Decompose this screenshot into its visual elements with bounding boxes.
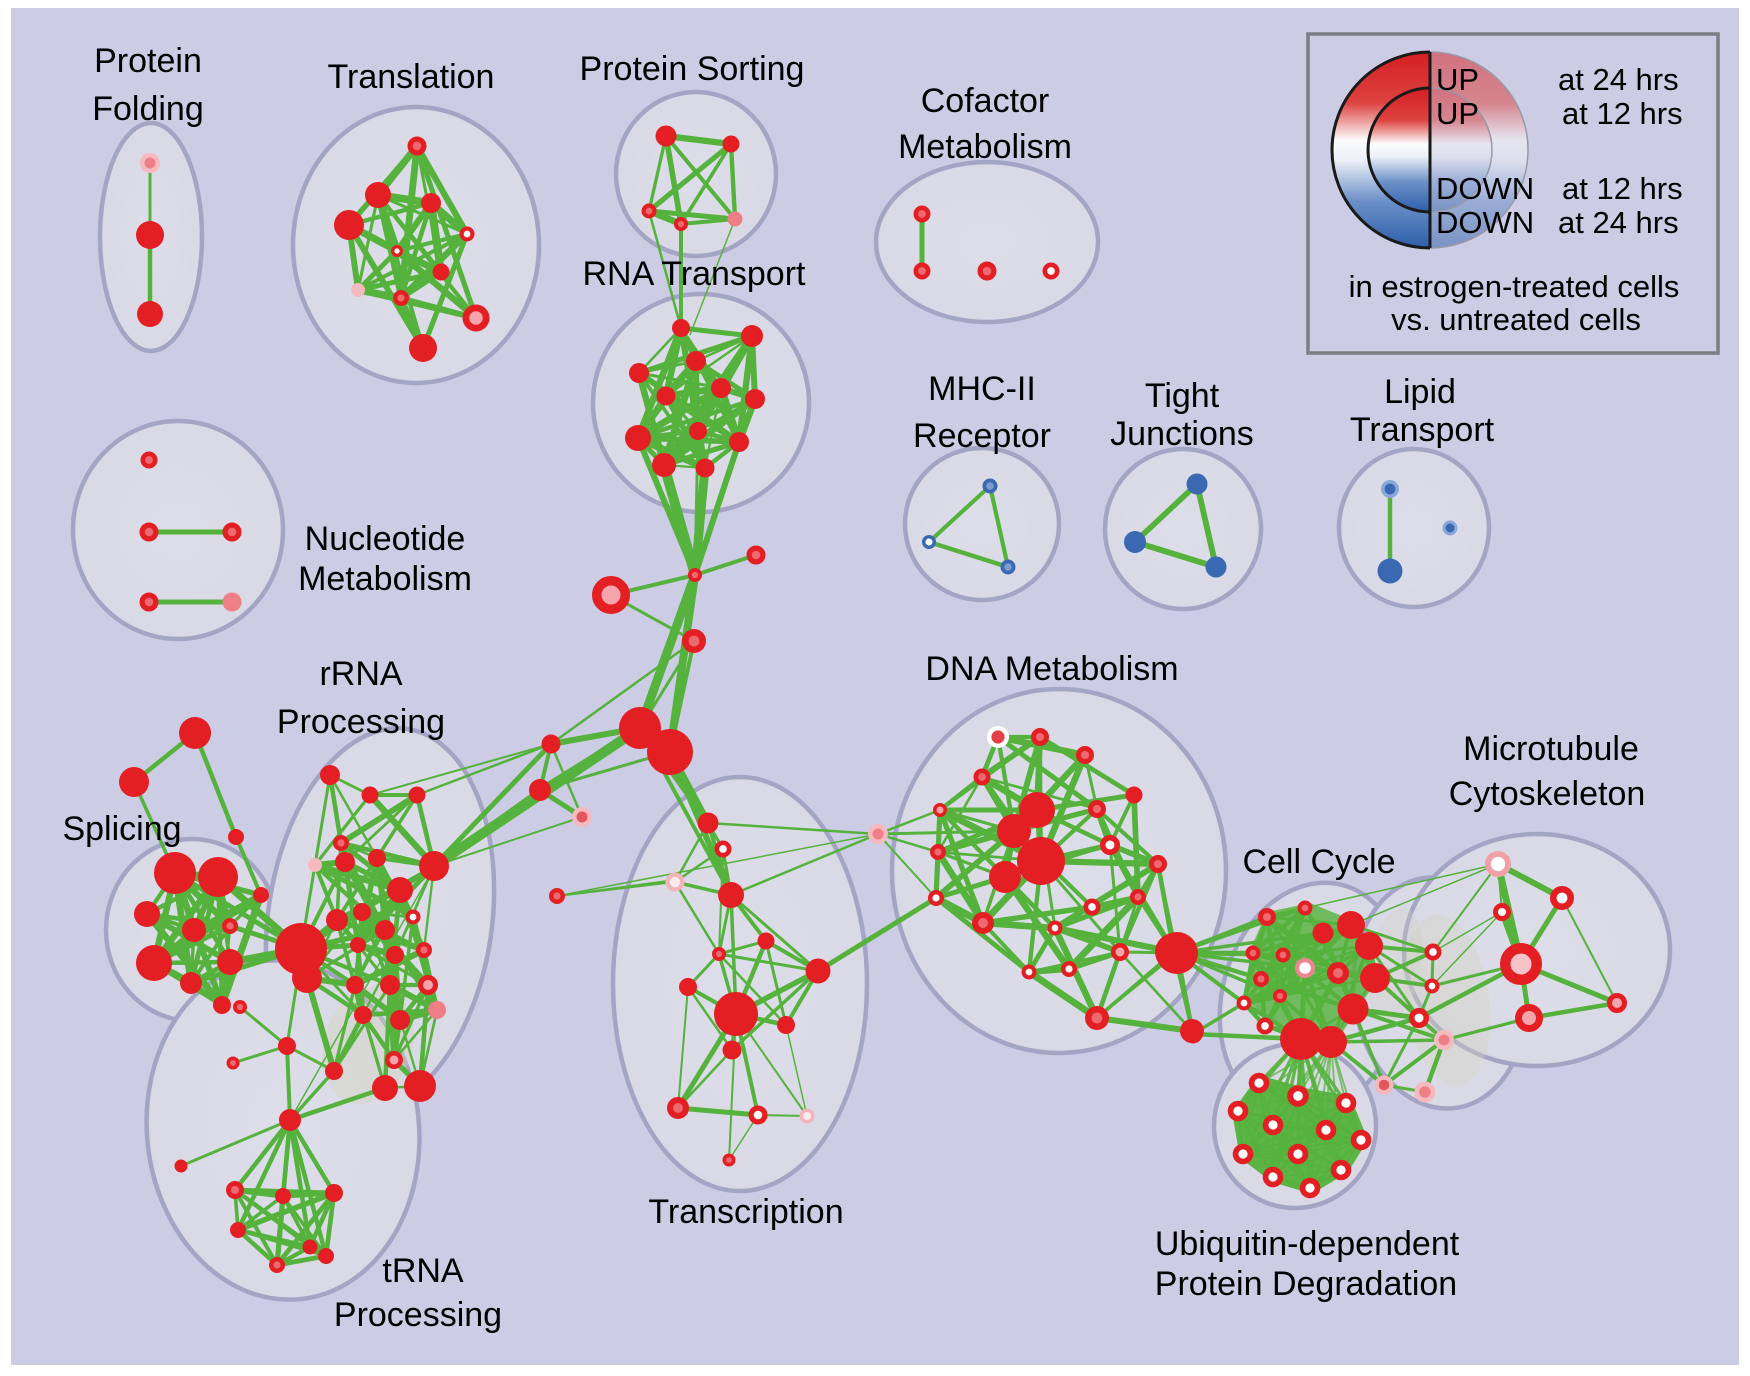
- svg-text:Protein Degradation: Protein Degradation: [1155, 1265, 1457, 1303]
- svg-text:RNA Transport: RNA Transport: [583, 255, 807, 293]
- svg-text:Protein: Protein: [94, 42, 202, 80]
- svg-text:Transcription: Transcription: [648, 1193, 843, 1231]
- svg-text:Lipid: Lipid: [1384, 373, 1456, 411]
- svg-text:tRNA: tRNA: [382, 1252, 464, 1290]
- svg-text:at 12 hrs: at 12 hrs: [1562, 96, 1683, 131]
- svg-text:DOWN: DOWN: [1436, 205, 1534, 240]
- svg-text:Ubiquitin-dependent: Ubiquitin-dependent: [1155, 1225, 1460, 1263]
- svg-text:MHC-II: MHC-II: [928, 370, 1036, 408]
- svg-text:Protein Sorting: Protein Sorting: [580, 50, 805, 88]
- svg-text:at 24 hrs: at 24 hrs: [1558, 205, 1679, 240]
- svg-text:at 24 hrs: at 24 hrs: [1558, 62, 1679, 97]
- svg-text:Cofactor: Cofactor: [921, 82, 1050, 120]
- svg-text:UP: UP: [1436, 62, 1479, 97]
- svg-text:Cytoskeleton: Cytoskeleton: [1449, 775, 1646, 813]
- svg-text:vs. untreated cells: vs. untreated cells: [1391, 302, 1641, 337]
- svg-text:Tight: Tight: [1145, 377, 1220, 415]
- svg-text:Nucleotide: Nucleotide: [305, 520, 466, 558]
- svg-text:Microtubule: Microtubule: [1463, 730, 1639, 768]
- svg-text:Translation: Translation: [328, 58, 495, 96]
- svg-text:Folding: Folding: [92, 90, 204, 128]
- svg-text:at 12 hrs: at 12 hrs: [1562, 171, 1683, 206]
- svg-text:UP: UP: [1436, 96, 1479, 131]
- svg-text:Junctions: Junctions: [1110, 415, 1254, 453]
- svg-text:Transport: Transport: [1350, 411, 1495, 449]
- svg-text:in estrogen-treated cells: in estrogen-treated cells: [1349, 269, 1680, 304]
- svg-text:Metabolism: Metabolism: [898, 128, 1072, 166]
- svg-text:rRNA: rRNA: [319, 655, 402, 693]
- svg-text:Cell Cycle: Cell Cycle: [1242, 843, 1395, 881]
- svg-text:Receptor: Receptor: [913, 417, 1051, 455]
- svg-text:DNA Metabolism: DNA Metabolism: [925, 650, 1178, 688]
- svg-text:Processing: Processing: [334, 1296, 502, 1334]
- svg-text:DOWN: DOWN: [1436, 171, 1534, 206]
- svg-text:Metabolism: Metabolism: [298, 560, 472, 598]
- svg-text:Splicing: Splicing: [62, 810, 181, 848]
- svg-text:Processing: Processing: [277, 703, 445, 741]
